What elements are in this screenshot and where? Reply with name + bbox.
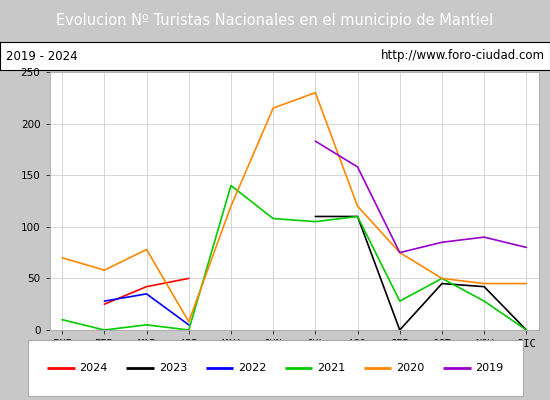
Text: 2022: 2022 <box>238 363 266 373</box>
Text: 2020: 2020 <box>396 363 425 373</box>
Text: Evolucion Nº Turistas Nacionales en el municipio de Mantiel: Evolucion Nº Turistas Nacionales en el m… <box>57 14 493 28</box>
Text: http://www.foro-ciudad.com: http://www.foro-ciudad.com <box>381 50 544 62</box>
Text: 2023: 2023 <box>159 363 187 373</box>
Text: 2019 - 2024: 2019 - 2024 <box>6 50 77 62</box>
Text: 2024: 2024 <box>79 363 108 373</box>
Text: 2021: 2021 <box>317 363 345 373</box>
Text: 2019: 2019 <box>475 363 504 373</box>
